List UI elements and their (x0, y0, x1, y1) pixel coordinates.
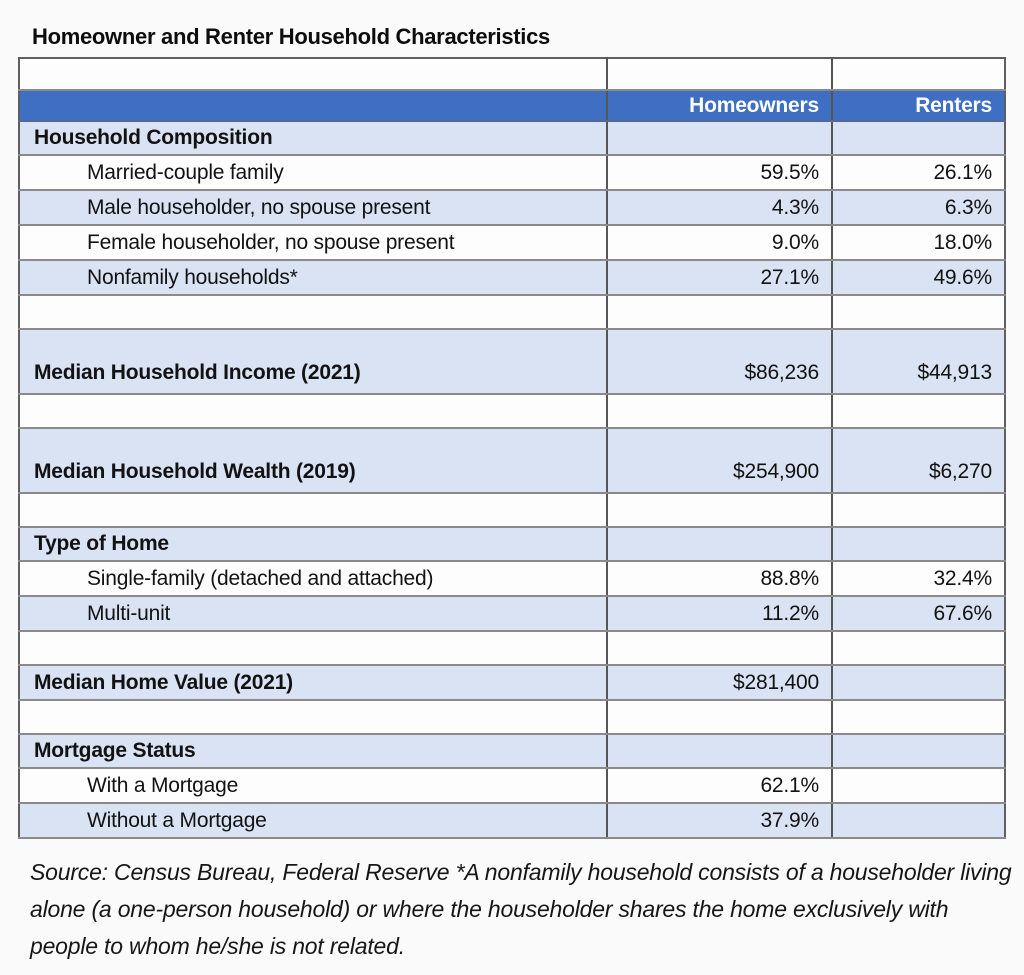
column-header-homeowners: Homeowners (606, 90, 832, 122)
blank-cell (606, 394, 832, 429)
section-row-type-of-home: Type of Home (19, 527, 1005, 562)
table-row-married-couple: Married-couple family 59.5% 26.1% (19, 155, 1005, 191)
homeowners-value: 4.3% (606, 190, 832, 226)
homeowners-value: $281,400 (606, 665, 832, 701)
homeowners-value: 9.0% (606, 225, 832, 261)
homeowners-value (606, 527, 832, 562)
row-label: Household Composition (19, 121, 607, 156)
homeowners-value: 59.5% (606, 155, 832, 191)
column-header-renters: Renters (831, 90, 1005, 122)
blank-cell (19, 631, 607, 666)
renters-value: 18.0% (831, 225, 1005, 261)
renters-value: $44,913 (831, 329, 1005, 395)
blank-cell (19, 493, 607, 528)
metric-row-median-wealth: Median Household Wealth (2019) $254,900 … (19, 428, 1005, 494)
spacer-cell (831, 58, 1005, 91)
row-label: Mortgage Status (19, 734, 607, 769)
row-label: Type of Home (19, 527, 607, 562)
homeowners-value: 37.9% (606, 803, 832, 839)
renters-value (831, 768, 1005, 804)
renters-value: 26.1% (831, 155, 1005, 191)
blank-cell (19, 295, 607, 330)
renters-value: $6,270 (831, 428, 1005, 494)
blank-row (19, 295, 1005, 330)
renters-value (831, 665, 1005, 701)
renters-value (831, 121, 1005, 156)
homeowners-value: 27.1% (606, 260, 832, 296)
blank-cell (831, 295, 1005, 330)
source-footnote: Source: Census Bureau, Federal Reserve *… (30, 859, 1012, 959)
table-row-with-mortgage: With a Mortgage 62.1% (19, 768, 1005, 804)
section-row-household-composition: Household Composition (19, 121, 1005, 156)
row-label: Median Household Wealth (2019) (19, 428, 607, 494)
row-label: Nonfamily households* (19, 260, 607, 296)
blank-row (19, 631, 1005, 666)
table-row-nonfamily-households: Nonfamily households* 27.1% 49.6% (19, 260, 1005, 296)
blank-row (19, 394, 1005, 429)
homeowners-value: 62.1% (606, 768, 832, 804)
homeowners-value: 11.2% (606, 596, 832, 632)
row-label: Median Home Value (2021) (19, 665, 607, 701)
blank-cell (831, 394, 1005, 429)
blank-cell (831, 631, 1005, 666)
blank-cell (606, 700, 832, 735)
row-label: Married-couple family (19, 155, 607, 191)
row-label: Without a Mortgage (19, 803, 607, 839)
blank-cell (19, 700, 607, 735)
blank-cell (606, 493, 832, 528)
renters-value: 67.6% (831, 596, 1005, 632)
renters-value (831, 803, 1005, 839)
row-label: Single-family (detached and attached) (19, 561, 607, 597)
row-label: Multi-unit (19, 596, 607, 632)
metric-row-median-home-value: Median Home Value (2021) $281,400 (19, 665, 1005, 701)
blank-row (19, 700, 1005, 735)
renters-value: 49.6% (831, 260, 1005, 296)
header-row: Homeowners Renters (19, 90, 1005, 122)
renters-value (831, 527, 1005, 562)
spacer-row (19, 58, 1005, 91)
blank-cell (606, 295, 832, 330)
renters-value: 32.4% (831, 561, 1005, 597)
renters-value: 6.3% (831, 190, 1005, 226)
row-label: Male householder, no spouse present (19, 190, 607, 226)
table-row-without-mortgage: Without a Mortgage 37.9% (19, 803, 1005, 839)
homeowners-value: $86,236 (606, 329, 832, 395)
section-row-mortgage-status: Mortgage Status (19, 734, 1005, 769)
blank-cell (831, 493, 1005, 528)
spacer-cell (606, 58, 832, 91)
table-row-single-family: Single-family (detached and attached) 88… (19, 561, 1005, 597)
homeowners-value (606, 121, 832, 156)
corner-cell (19, 90, 607, 122)
row-label: Median Household Income (2021) (19, 329, 607, 395)
household-characteristics-table: Homeowners Renters Household Composition… (18, 57, 1006, 839)
homeowners-value: $254,900 (606, 428, 832, 494)
metric-row-median-income: Median Household Income (2021) $86,236 $… (19, 329, 1005, 395)
page-title: Homeowner and Renter Household Character… (32, 24, 550, 49)
row-label: With a Mortgage (19, 768, 607, 804)
renters-value (831, 734, 1005, 769)
blank-cell (606, 631, 832, 666)
spacer-cell (19, 58, 607, 91)
blank-row (19, 493, 1005, 528)
table-row-male-householder: Male householder, no spouse present 4.3%… (19, 190, 1005, 226)
blank-cell (831, 700, 1005, 735)
table-row-female-householder: Female householder, no spouse present 9.… (19, 225, 1005, 261)
homeowners-value: 88.8% (606, 561, 832, 597)
blank-cell (19, 394, 607, 429)
row-label: Female householder, no spouse present (19, 225, 607, 261)
table-row-multi-unit: Multi-unit 11.2% 67.6% (19, 596, 1005, 632)
homeowners-value (606, 734, 832, 769)
